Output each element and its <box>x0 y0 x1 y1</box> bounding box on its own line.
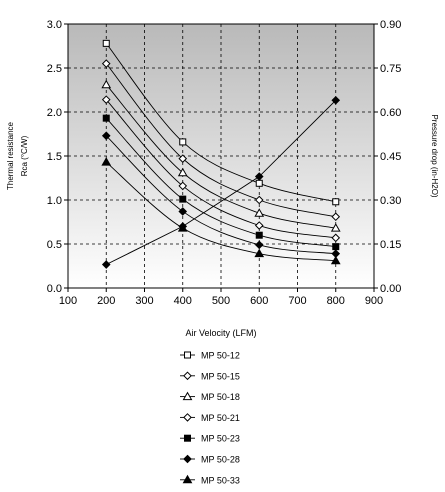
series-layer <box>101 39 341 265</box>
series-6 <box>101 131 341 258</box>
y-tick-label: 1.0 <box>47 195 62 207</box>
series-line <box>105 63 336 218</box>
series-line <box>105 84 336 229</box>
data-point <box>102 114 110 122</box>
data-point <box>330 223 341 232</box>
axis-ticks: 100 200 300 400 500 600 700 800 900 0.0 0.5 1.0 1.5 2… <box>47 19 402 307</box>
data-point <box>255 179 263 187</box>
data-point <box>178 154 188 163</box>
y2-tick-label: 0.45 <box>380 151 401 163</box>
data-point <box>179 195 187 203</box>
data-point <box>255 231 263 239</box>
y2-tick-label: 0.75 <box>380 63 401 75</box>
series-line <box>105 117 336 248</box>
legend-label: MP 50-18 <box>201 392 240 402</box>
legend: MP 50-12 MP 50-15 MP 50-18 MP 50-21 MP 50-23… <box>180 351 240 485</box>
series-2 <box>101 59 341 222</box>
data-point <box>331 233 341 243</box>
data-point <box>101 79 112 89</box>
legend-marker <box>183 454 192 464</box>
x-tick-label: 600 <box>250 295 268 307</box>
data-point <box>102 39 110 47</box>
legend-label: MP 50-33 <box>201 475 240 485</box>
legend-entry: MP 50-28 <box>180 455 240 465</box>
series-line <box>105 43 336 203</box>
data-point <box>330 255 341 265</box>
y2-tick-label: 0.90 <box>380 19 401 31</box>
legend-entry: MP 50-12 <box>180 351 240 361</box>
y2-axis-title: Pressure drop (in-H2O) <box>430 114 439 197</box>
y2-tick-label: 0.15 <box>380 239 401 251</box>
pressure-drop-layer <box>101 95 341 269</box>
data-point <box>101 157 112 166</box>
pressure-drop-point <box>101 260 111 269</box>
legend-label: MP 50-21 <box>201 413 240 423</box>
data-point <box>101 95 111 104</box>
legend-entry: MP 50-18 <box>180 391 240 402</box>
data-point <box>179 138 187 146</box>
x-tick-label: 100 <box>59 295 77 307</box>
x-tick-label: 700 <box>288 295 306 307</box>
data-point <box>254 221 264 230</box>
x-tick-label: 200 <box>97 295 115 307</box>
legend-label: MP 50-23 <box>201 434 240 444</box>
x-tick-label: 500 <box>212 295 230 307</box>
legend-marker <box>182 474 193 484</box>
legend-marker <box>184 351 191 359</box>
legend-entry: MP 50-33 <box>180 474 240 485</box>
data-point <box>254 208 265 217</box>
series-line <box>105 135 336 255</box>
y-tick-label: 1.5 <box>47 151 62 163</box>
data-point <box>331 212 341 222</box>
series-line <box>105 161 336 262</box>
legend-entry: MP 50-21 <box>180 413 240 423</box>
x-axis-title: Air Velocity (LFM) <box>185 328 256 338</box>
y-tick-label: 0.0 <box>47 283 62 295</box>
series-3 <box>101 79 341 232</box>
x-tick-label: 800 <box>327 295 345 307</box>
legend-marker <box>184 434 191 442</box>
legend-entry: MP 50-23 <box>180 434 240 444</box>
legend-marker <box>183 371 192 381</box>
grid <box>68 24 374 288</box>
x-tick-label: 300 <box>135 295 153 307</box>
y-tick-label: 2.0 <box>47 107 62 119</box>
pressure-drop-line <box>106 99 337 265</box>
legend-marker <box>182 391 193 401</box>
data-point <box>178 181 188 191</box>
data-point <box>332 243 340 251</box>
x-tick-label: 900 <box>365 295 383 307</box>
data-point <box>254 248 265 258</box>
legend-label: MP 50-12 <box>201 351 240 361</box>
series-1 <box>102 39 340 206</box>
data-point <box>101 131 111 141</box>
legend-entry: MP 50-15 <box>180 371 240 381</box>
y-tick-label: 0.5 <box>47 239 62 251</box>
data-point <box>101 59 111 68</box>
legend-label: MP 50-28 <box>201 455 240 465</box>
y-tick-label: 2.5 <box>47 63 62 75</box>
y2-tick-label: 0.30 <box>380 195 401 207</box>
legend-marker <box>183 413 192 422</box>
data-point <box>254 195 264 205</box>
x-tick-label: 400 <box>174 295 192 307</box>
data-point <box>332 198 340 206</box>
data-point <box>178 207 188 216</box>
data-point <box>177 167 188 177</box>
series-5 <box>102 114 340 251</box>
data-point <box>254 240 264 250</box>
pressure-drop-point <box>331 95 341 105</box>
y2-tick-label: 0.60 <box>380 107 401 119</box>
pressure-drop-point <box>254 172 264 181</box>
y2-tick-label: 0.00 <box>380 283 401 295</box>
y-axis-title-line2: Rca (°C/W) <box>20 135 29 176</box>
pressure-drop-point <box>178 222 188 231</box>
y-tick-label: 3.0 <box>47 19 62 31</box>
legend-label: MP 50-15 <box>201 371 240 381</box>
y-axis-title-line1: Thermal resistance <box>6 121 15 190</box>
